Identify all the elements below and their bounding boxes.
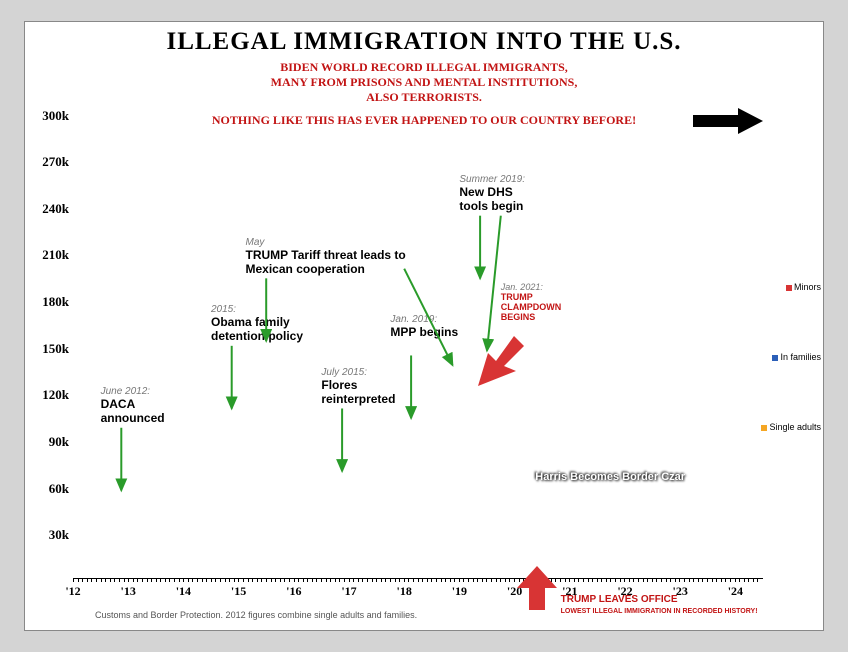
source-text: Customs and Border Protection. 2012 figu… — [95, 610, 417, 620]
y-tick-label: 90k — [49, 434, 69, 450]
subtitle-1-line1: BIDEN WORLD RECORD ILLEGAL IMMIGRANTS, — [280, 60, 568, 74]
chart-title: ILLEGAL IMMIGRATION INTO THE U.S. — [25, 22, 823, 56]
x-tick-label: '18 — [397, 584, 412, 599]
x-tick-label: '19 — [452, 584, 467, 599]
legend-minors: Minors — [786, 282, 821, 292]
plot-area: June 2012:DACAannounced 2015:Obama famil… — [73, 100, 763, 582]
subtitle-1: BIDEN WORLD RECORD ILLEGAL IMMIGRANTS, M… — [25, 60, 823, 105]
red-callout: Jan. 2021:TRUMPCLAMPDOWNBEGINS — [501, 283, 562, 323]
chart-container: ILLEGAL IMMIGRATION INTO THE U.S. BIDEN … — [24, 21, 824, 631]
y-tick-label: 30k — [49, 527, 69, 543]
y-tick-label: 300k — [42, 108, 69, 124]
bottom-callout: TRUMP LEAVES OFFICELOWEST ILLEGAL IMMIGR… — [561, 594, 758, 616]
x-tick-label: '12 — [65, 584, 80, 599]
y-axis: 30k 60k 90k 120k 150k 180k 210k 240k 270k 300k — [25, 100, 73, 582]
x-tick-label: '17 — [341, 584, 356, 599]
subtitle-1-line2: MANY FROM PRISONS AND MENTAL INSTITUTION… — [271, 75, 578, 89]
y-tick-label: 60k — [49, 481, 69, 497]
red-up-arrow-icon — [517, 566, 557, 610]
big-red-arrow-icon — [466, 331, 526, 391]
legend-singles: Single adults — [761, 422, 821, 432]
x-tick-label: '13 — [121, 584, 136, 599]
green-arrow-icon — [73, 100, 763, 582]
legend-singles-label: Single adults — [769, 422, 821, 432]
y-tick-label: 150k — [42, 341, 69, 357]
y-tick-label: 120k — [42, 387, 69, 403]
y-tick-label: 270k — [42, 154, 69, 170]
legend-families-label: In families — [780, 352, 821, 362]
y-tick-label: 180k — [42, 294, 69, 310]
harris-label: Harris Becomes Border Czar — [535, 471, 685, 483]
x-tick-label: '16 — [286, 584, 301, 599]
y-tick-label: 240k — [42, 201, 69, 217]
legend-minors-label: Minors — [794, 282, 821, 292]
x-tick-label: '14 — [176, 584, 191, 599]
legend-families: In families — [772, 352, 821, 362]
x-tick-label: '15 — [231, 584, 246, 599]
y-tick-label: 210k — [42, 247, 69, 263]
